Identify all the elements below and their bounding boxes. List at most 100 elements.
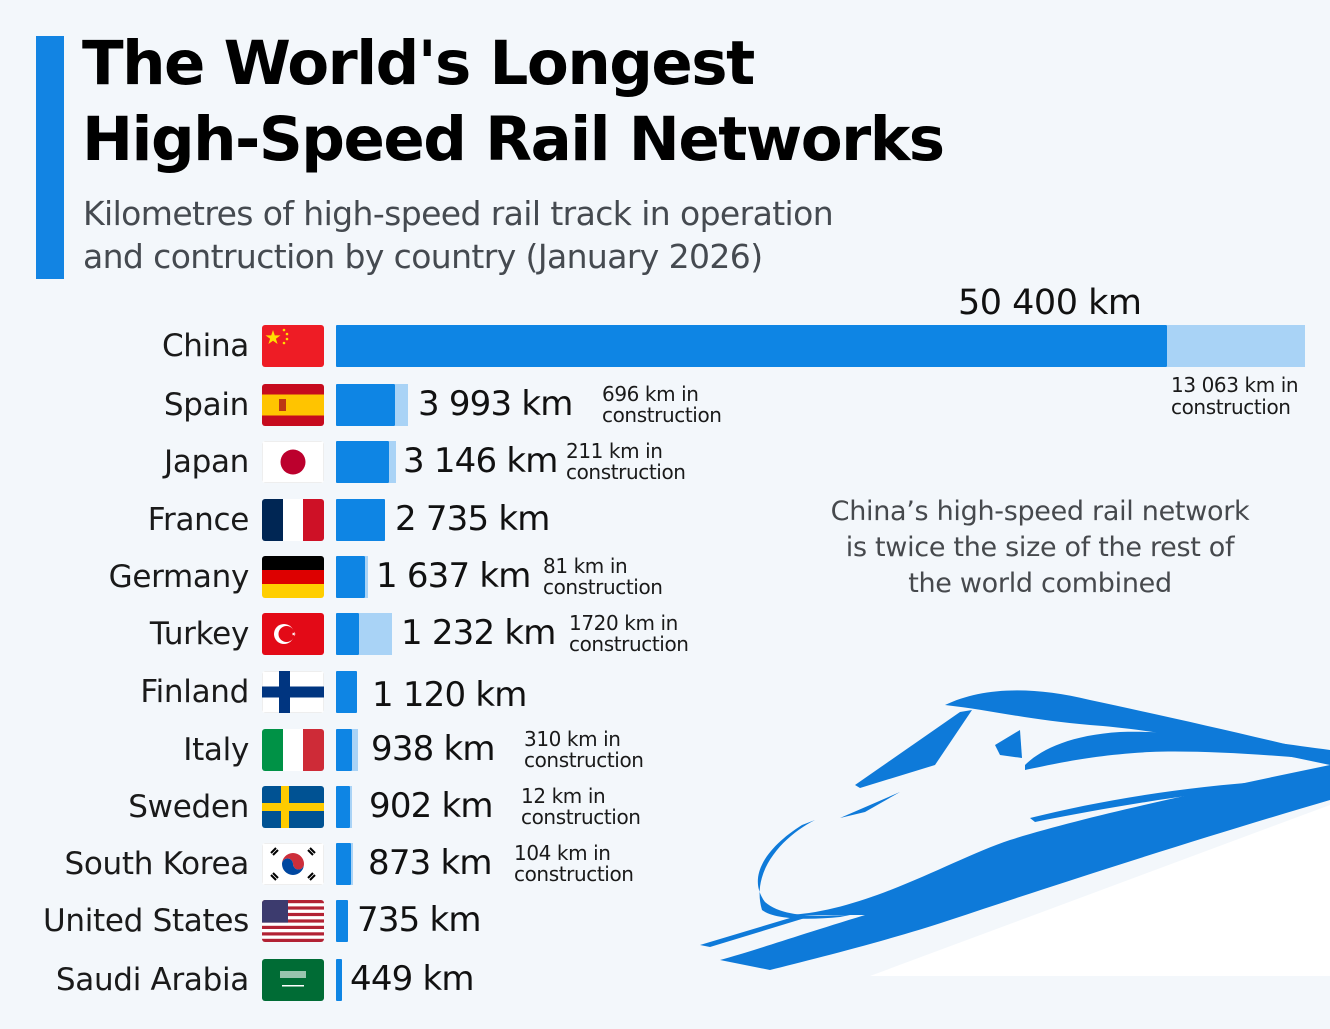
construction-line-2: construction — [524, 748, 644, 772]
value-label: 902 km — [369, 786, 494, 826]
bar-row-south-korea: South Korea 873 km 104 km in construction — [0, 843, 1330, 885]
bar-row-italy: Italy 938 km 310 km in construction — [0, 729, 1330, 771]
bar-construction — [350, 786, 352, 828]
chart-subtitle: Kilometres of high-speed rail track in o… — [83, 192, 983, 278]
flag-finland-icon — [262, 671, 324, 713]
bar-operation — [336, 729, 352, 771]
flag-china-icon — [262, 325, 324, 367]
annotation-line-3: the world combined — [908, 568, 1172, 599]
country-label: France — [147, 502, 250, 538]
flag-germany-icon — [262, 556, 324, 598]
flag-france-icon — [262, 499, 324, 541]
bar-operation — [336, 325, 1167, 367]
flag-south-korea-icon — [262, 843, 324, 885]
construction-line-2: construction — [521, 805, 641, 829]
value-label: 2 735 km — [395, 499, 550, 539]
construction-line-1: 310 km in — [524, 727, 621, 751]
country-label: China — [161, 328, 249, 364]
bar-operation — [336, 959, 342, 1001]
bar-construction — [351, 843, 353, 885]
chart-title: The World's Longest High-Speed Rail Netw… — [82, 26, 1082, 178]
bar-construction — [365, 556, 368, 598]
annotation-line-1: China’s high-speed rail network — [830, 496, 1250, 527]
flag-japan-icon — [262, 441, 324, 483]
accent-bar — [36, 36, 64, 279]
value-label: 449 km — [350, 959, 475, 999]
value-label: 3 993 km — [418, 384, 573, 424]
construction-label: 211 km in construction — [566, 441, 686, 483]
bar-operation — [336, 613, 359, 655]
country-label: Italy — [183, 732, 249, 768]
construction-line-2: construction — [543, 575, 663, 599]
country-label: Finland — [140, 674, 249, 710]
construction-line-1: 81 km in — [543, 554, 628, 578]
bar-operation — [336, 843, 351, 885]
bar-operation — [336, 499, 385, 541]
value-label: 1 232 km — [401, 613, 556, 653]
bar-row-united-states: United States 735 km — [0, 900, 1330, 942]
construction-label: 696 km in construction — [602, 384, 722, 426]
construction-line-2: construction — [602, 403, 722, 427]
flag-italy-icon — [262, 729, 324, 771]
bar-construction — [352, 729, 358, 771]
china-value-label: 50 400 km — [958, 283, 1142, 323]
annotation-note: China’s high-speed rail network is twice… — [780, 494, 1300, 602]
bar-operation — [336, 900, 348, 942]
country-label: Japan — [164, 444, 249, 480]
construction-line-2: construction — [1171, 395, 1291, 419]
bar-construction — [1167, 325, 1305, 367]
bar-row-saudi-arabia: Saudi Arabia 449 km — [0, 959, 1330, 1001]
bar-operation — [336, 671, 357, 713]
value-label: 873 km — [368, 843, 493, 883]
subtitle-line-2: and contruction by country (January 2026… — [83, 237, 763, 276]
bar-construction — [359, 613, 392, 655]
construction-line-2: construction — [514, 862, 634, 886]
construction-line-2: construction — [569, 632, 689, 656]
construction-line-1: 104 km in — [514, 841, 611, 865]
bar-construction — [395, 384, 408, 426]
bar-row-japan: Japan 3 146 km 211 km in construction — [0, 441, 1330, 483]
bar-operation — [336, 441, 389, 483]
country-label: South Korea — [64, 846, 249, 882]
construction-line-1: 1720 km in — [569, 611, 678, 635]
bar-operation — [336, 786, 350, 828]
construction-label: 12 km in construction — [521, 786, 641, 828]
bar-row-spain: Spain 3 993 km 696 km in construction — [0, 384, 1330, 426]
value-label: 3 146 km — [403, 441, 558, 481]
train-illustration-icon — [690, 670, 1330, 1000]
bar-row-china: China — [0, 325, 1330, 367]
annotation-line-2: is twice the size of the rest of — [845, 532, 1235, 563]
bar-row-turkey: Turkey 1 232 km 1720 km in construction — [0, 613, 1330, 655]
flag-saudi-arabia-icon — [262, 959, 324, 1001]
value-label: 735 km — [357, 900, 482, 940]
country-label: Sweden — [128, 789, 249, 825]
bar-operation — [336, 556, 365, 598]
china-construction-label: 13 063 km in construction — [1171, 373, 1299, 419]
title-line-2: High-Speed Rail Networks — [82, 104, 945, 175]
bar-operation — [336, 384, 395, 426]
construction-line-1: 211 km in — [566, 439, 663, 463]
bar-row-france: France 2 735 km — [0, 499, 1330, 541]
title-line-1: The World's Longest — [82, 28, 755, 99]
bar-row-finland: Finland 1 120 km — [0, 671, 1330, 715]
country-label: Germany — [108, 559, 250, 595]
construction-line-1: 696 km in — [602, 382, 699, 406]
construction-line-2: construction — [566, 460, 686, 484]
value-label: 1 120 km — [372, 675, 527, 715]
flag-spain-icon — [262, 384, 324, 426]
construction-label: 81 km in construction — [543, 556, 663, 598]
construction-line-1: 13 063 km in — [1171, 373, 1299, 397]
flag-united-states-icon — [262, 900, 324, 942]
country-label: Turkey — [149, 616, 249, 652]
country-label: United States — [42, 903, 249, 939]
bar-row-sweden: Sweden 902 km 12 km in construction — [0, 786, 1330, 828]
flag-sweden-icon — [262, 786, 324, 828]
construction-label: 310 km in construction — [524, 729, 644, 771]
subtitle-line-1: Kilometres of high-speed rail track in o… — [83, 194, 834, 233]
value-label: 938 km — [371, 729, 496, 769]
country-label: Saudi Arabia — [55, 962, 249, 998]
construction-line-1: 12 km in — [521, 784, 606, 808]
value-label: 1 637 km — [376, 556, 531, 596]
construction-label: 1720 km in construction — [569, 613, 689, 655]
flag-turkey-icon — [262, 613, 324, 655]
